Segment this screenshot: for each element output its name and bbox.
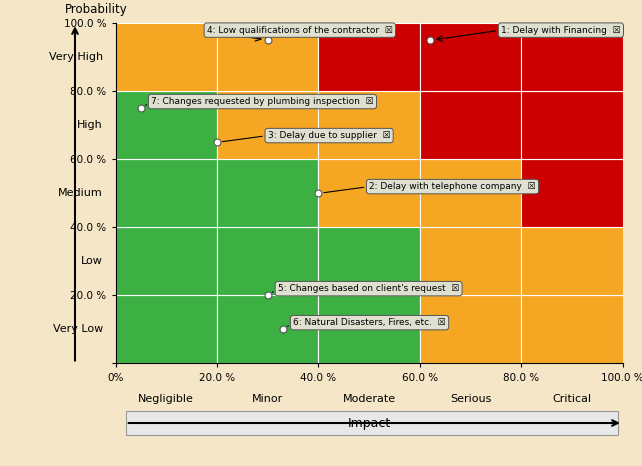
- FancyBboxPatch shape: [126, 411, 618, 435]
- Bar: [116, 159, 217, 227]
- Text: Impact: Impact: [347, 417, 391, 430]
- Bar: [217, 227, 318, 295]
- Text: Low: Low: [81, 256, 103, 267]
- Text: 3: Delay due to supplier  ☒: 3: Delay due to supplier ☒: [268, 131, 390, 140]
- Text: 1: Delay with Financing  ☒: 1: Delay with Financing ☒: [501, 26, 621, 34]
- Bar: [318, 23, 420, 91]
- Bar: [521, 91, 623, 159]
- Bar: [420, 227, 521, 295]
- Bar: [318, 295, 420, 363]
- Bar: [521, 159, 623, 227]
- Bar: [420, 91, 521, 159]
- Text: 2: Delay with telephone company  ☒: 2: Delay with telephone company ☒: [369, 182, 536, 191]
- Text: Minor: Minor: [252, 394, 283, 404]
- Text: Serious: Serious: [450, 394, 491, 404]
- Text: Critical: Critical: [553, 394, 591, 404]
- Text: 6: Natural Disasters, Fires, etc.  ☒: 6: Natural Disasters, Fires, etc. ☒: [293, 318, 446, 327]
- Bar: [420, 23, 521, 91]
- Bar: [521, 295, 623, 363]
- Text: 4: Low qualifications of the contractor  ☒: 4: Low qualifications of the contractor …: [207, 26, 393, 34]
- Bar: [217, 159, 318, 227]
- Bar: [116, 227, 217, 295]
- Bar: [116, 295, 217, 363]
- Text: High: High: [77, 120, 103, 130]
- Bar: [318, 227, 420, 295]
- Text: Moderate: Moderate: [343, 394, 395, 404]
- Bar: [116, 23, 217, 91]
- Text: Very High: Very High: [49, 52, 103, 62]
- Bar: [217, 23, 318, 91]
- Bar: [420, 159, 521, 227]
- Bar: [521, 227, 623, 295]
- Bar: [217, 91, 318, 159]
- Bar: [217, 295, 318, 363]
- Bar: [318, 159, 420, 227]
- Text: Probability: Probability: [65, 4, 128, 16]
- Text: 5: Changes based on client's request  ☒: 5: Changes based on client's request ☒: [278, 284, 460, 293]
- Text: Medium: Medium: [58, 188, 103, 199]
- Text: Negligible: Negligible: [138, 394, 195, 404]
- Text: 7: Changes requested by plumbing inspection  ☒: 7: Changes requested by plumbing inspect…: [151, 97, 374, 106]
- Bar: [116, 91, 217, 159]
- Bar: [420, 295, 521, 363]
- Text: Very Low: Very Low: [53, 324, 103, 335]
- Bar: [318, 91, 420, 159]
- Bar: [521, 23, 623, 91]
